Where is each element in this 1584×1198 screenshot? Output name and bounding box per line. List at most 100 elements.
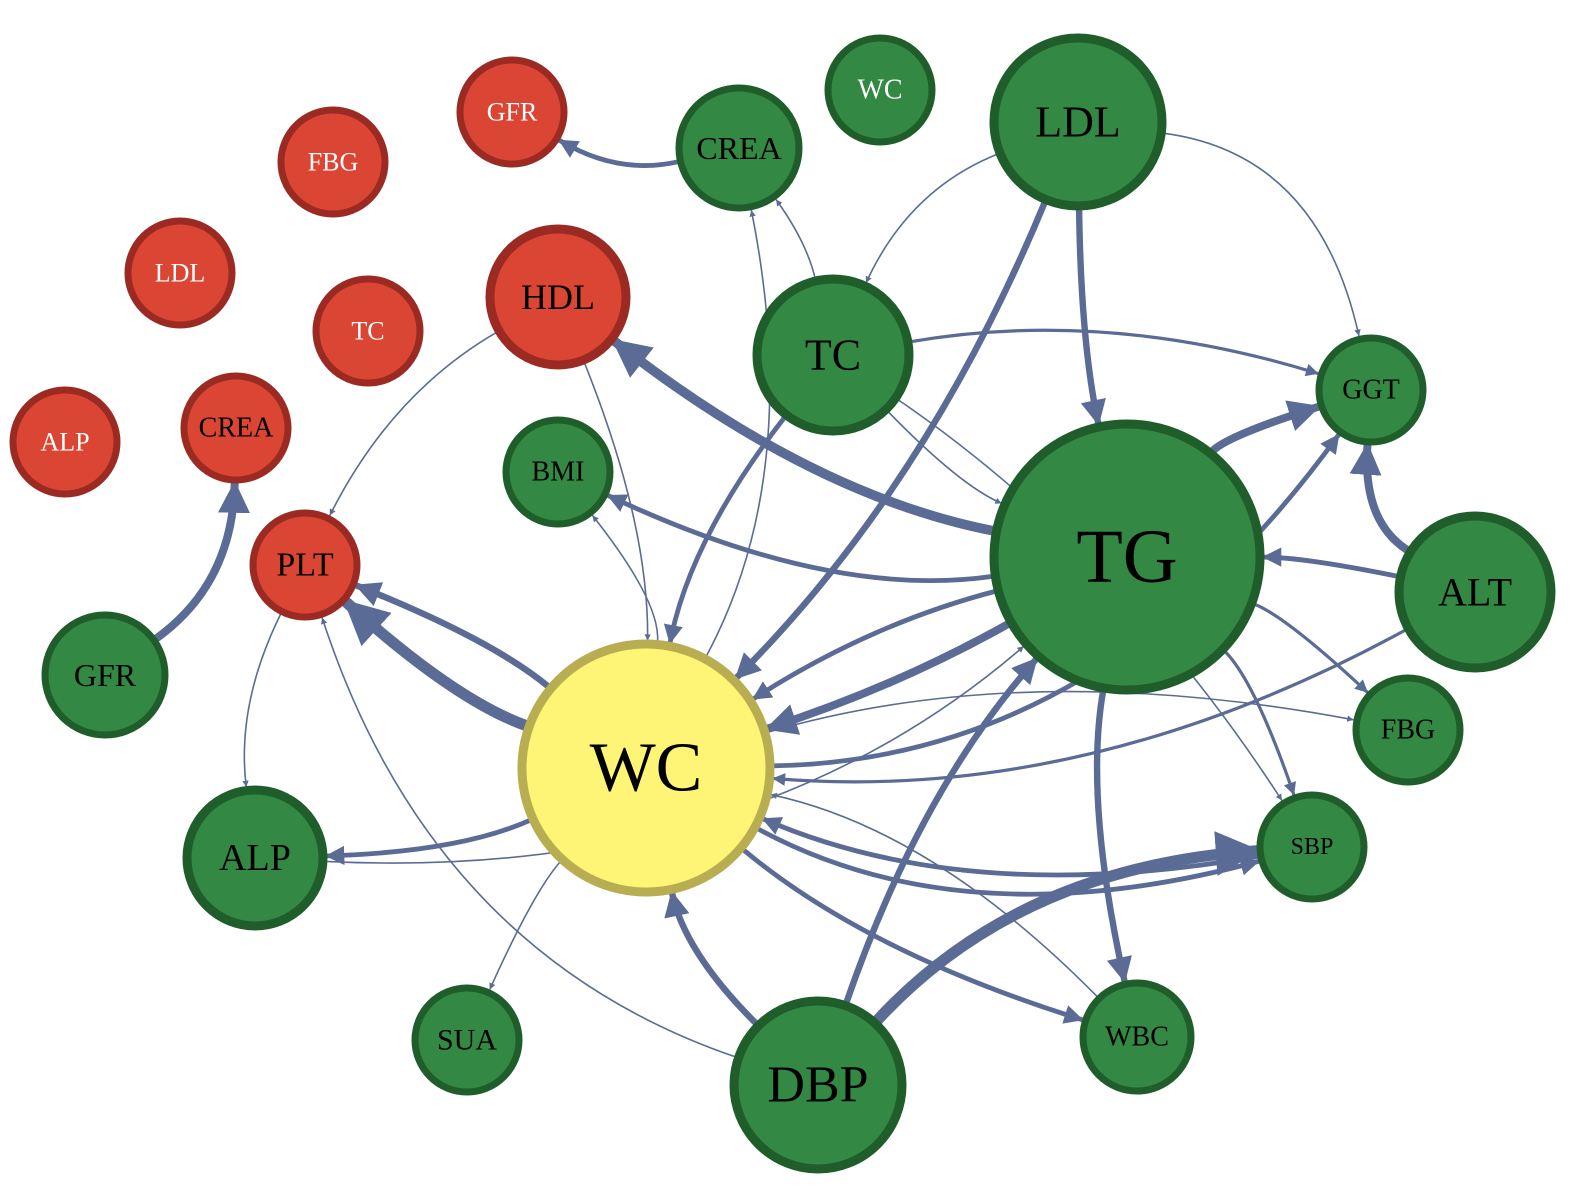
- node-label: HDL: [521, 277, 595, 317]
- edge-g_dbp-to-r_plt: [321, 617, 738, 1059]
- node-circle: [824, 34, 936, 146]
- node-circle: [456, 56, 568, 168]
- edge-g_ldl-to-g_tc: [865, 153, 999, 284]
- node-g-sbp: SBP: [1256, 791, 1368, 903]
- node-label: CREA: [199, 413, 274, 444]
- edge-y_wc-to-g_sbp: [754, 825, 1261, 897]
- edge-g_tg-to-g_bmi: [606, 493, 996, 584]
- edge-y_wc-to-g_crea: [705, 210, 771, 658]
- node-g-ldl: LDL: [989, 33, 1167, 211]
- edge-y_wc-to-g_fbg: [766, 690, 1354, 734]
- node-circle: [729, 996, 907, 1174]
- node-g-gfr: GFR: [41, 611, 169, 739]
- node-circle: [989, 33, 1167, 211]
- nodes-layer: GFR FBG LDL TC HDL ALP CREA PLT WC CREA LDL TC GGT BM…: [9, 33, 1556, 1174]
- edge-g_alt-to-y_wc: [772, 627, 1409, 786]
- node-label: ALT: [1438, 570, 1512, 615]
- node-label: TC: [351, 317, 384, 346]
- edge-r_hdl-to-y_wc: [583, 361, 651, 641]
- node-label: GGT: [1342, 375, 1400, 406]
- edge-g_dbp-to-g_sbp: [870, 831, 1262, 1028]
- edge-g_dbp-to-g_tg: [842, 656, 1040, 1007]
- node-circle: [517, 639, 775, 897]
- edge-g_gfr-to-r_crea: [151, 480, 250, 643]
- node-label: LDL: [1035, 98, 1121, 147]
- node-label: TC: [805, 331, 861, 380]
- edge-g_tc-to-g_ggt: [908, 328, 1320, 377]
- edge-g_ldl-to-y_wc: [733, 198, 1049, 681]
- edge-r_plt-to-g_alp: [242, 612, 282, 788]
- node-r-tc: TC: [312, 275, 424, 387]
- node-r-ldl: LDL: [124, 217, 236, 329]
- edge-y_wc-to-r_plt: [341, 596, 533, 732]
- node-label: SBP: [1291, 834, 1334, 860]
- node-r-alp: ALP: [9, 386, 121, 498]
- node-circle: [411, 984, 523, 1096]
- node-label: LDL: [155, 259, 206, 288]
- node-r-plt: PLT: [249, 509, 361, 621]
- node-g-wc2: WC: [824, 34, 936, 146]
- node-g-tc: TC: [752, 274, 914, 436]
- node-y-wc: WC: [517, 639, 775, 897]
- node-label: PLT: [276, 547, 334, 584]
- node-g-alp: ALP: [182, 785, 328, 931]
- node-g-sua: SUA: [411, 984, 523, 1096]
- node-r-crea: CREA: [180, 372, 292, 484]
- node-circle: [675, 84, 803, 212]
- node-circle: [485, 224, 631, 370]
- node-g-bmi: BMI: [502, 416, 614, 528]
- edge-g_tg-to-y_wc: [763, 619, 1014, 735]
- edge-g_wbc-to-y_wc: [770, 792, 1099, 998]
- edge-y_wc-to-r_plt: [353, 582, 553, 691]
- edges-layer: [151, 132, 1413, 1059]
- edge-g_tg-to-g_fbg: [1252, 602, 1369, 694]
- node-circle: [124, 217, 236, 329]
- node-label: GFR: [74, 657, 137, 693]
- edge-g_ldl-to-g_ggt: [1162, 132, 1361, 337]
- node-label: BMI: [532, 457, 585, 488]
- node-r-gfr: GFR: [456, 56, 568, 168]
- edge-y_wc-to-g_alp: [324, 817, 534, 865]
- edge-y_wc-to-g_sua: [489, 860, 562, 990]
- node-label: DBP: [767, 1057, 868, 1114]
- node-g-crea: CREA: [675, 84, 803, 212]
- node-circle: [249, 509, 361, 621]
- edge-g_alt-to-g_ggt: [1349, 441, 1413, 555]
- node-circle: [752, 274, 914, 436]
- node-circle: [41, 611, 169, 739]
- node-circle: [277, 106, 389, 218]
- node-label: WBC: [1105, 1022, 1169, 1053]
- edge-g_alt-to-g_tg: [1261, 547, 1401, 579]
- node-g-dbp: DBP: [729, 996, 907, 1174]
- node-circle: [9, 386, 121, 498]
- node-label: FBG: [1381, 715, 1435, 746]
- node-label: ALP: [219, 837, 291, 879]
- node-circle: [1079, 979, 1195, 1095]
- node-label: ALP: [40, 428, 89, 457]
- node-label: TG: [1076, 515, 1177, 599]
- edge-y_wc-to-g_wbc: [740, 846, 1085, 1024]
- edge-g_tc-to-g_crea: [775, 199, 817, 280]
- node-circle: [1352, 674, 1464, 786]
- node-label: CREA: [696, 130, 781, 166]
- edge-g_tg-to-g_wbc: [1093, 686, 1132, 984]
- edge-g_dbp-to-y_wc: [664, 890, 761, 1028]
- edge-r_hdl-to-r_plt: [329, 331, 499, 516]
- node-circle: [182, 785, 328, 931]
- node-r-fbg: FBG: [277, 106, 389, 218]
- edge-g_ldl-to-g_tg: [1075, 204, 1106, 427]
- node-label: FBG: [308, 148, 359, 177]
- edge-g_tg-to-r_hdl: [609, 336, 1000, 536]
- node-g-fbg: FBG: [1352, 674, 1464, 786]
- node-circle: [989, 419, 1265, 695]
- node-circle: [180, 372, 292, 484]
- node-r-hdl: HDL: [485, 224, 631, 370]
- node-g-ggt: GGT: [1315, 334, 1427, 446]
- edge-g_tc-to-y_wc: [663, 414, 788, 645]
- edge-g_tg-to-y_wc: [751, 588, 999, 702]
- edge-g_sbp-to-y_wc: [761, 816, 1262, 878]
- edge-g_tc-to-g_tg: [886, 410, 1002, 504]
- node-circle: [1394, 511, 1556, 673]
- node-g-tg: TG: [989, 419, 1265, 695]
